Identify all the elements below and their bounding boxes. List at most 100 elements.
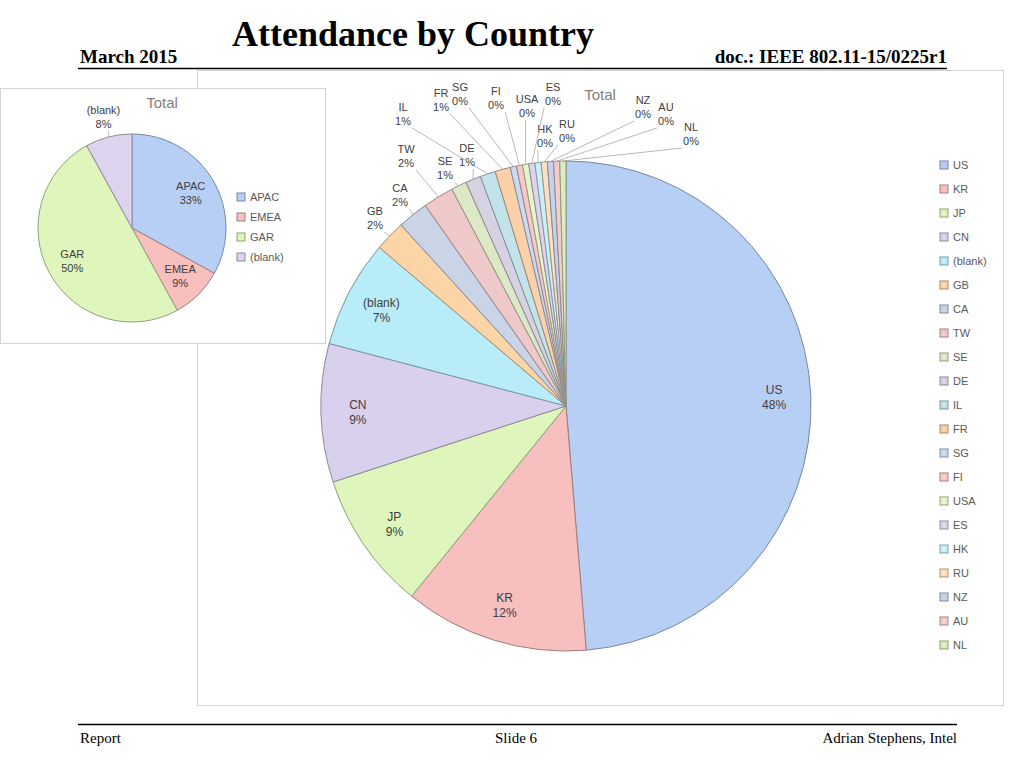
pie-slice — [560, 161, 566, 406]
footer-slide-number: Slide 6 — [495, 730, 538, 746]
plot-area — [321, 161, 811, 651]
legend-swatch — [940, 377, 948, 385]
leader-line — [108, 131, 109, 137]
leader-line — [416, 170, 438, 197]
legend: USKRJPCN(blank)GBCATWSEDEILFRSGFIUSAESHK… — [940, 159, 987, 651]
chart-title: Total — [146, 94, 178, 111]
legend-swatch — [940, 425, 948, 433]
legend-label: HK — [953, 543, 969, 555]
legend-swatch — [940, 521, 948, 529]
legend-swatch — [940, 161, 948, 169]
pie-slice — [541, 162, 566, 406]
data-label-name: NZ — [636, 94, 651, 106]
legend-label: GB — [953, 279, 969, 291]
data-label-name: FI — [491, 85, 501, 97]
data-label-name: IL — [398, 101, 407, 113]
data-label-value: 8% — [96, 118, 112, 130]
legend-label: US — [953, 159, 968, 171]
data-label-name: SE — [438, 155, 453, 167]
leader-line — [563, 148, 682, 161]
legend-swatch — [940, 353, 948, 361]
header-doc: doc.: IEEE 802.11-15/0225r1 — [715, 46, 947, 67]
legend-label: CN — [953, 231, 969, 243]
legend-label: APAC — [250, 191, 279, 203]
leader-line — [537, 150, 538, 163]
data-label-name: NL — [684, 121, 698, 133]
legend-label: NZ — [953, 591, 968, 603]
data-label-name: ES — [546, 81, 561, 93]
data-label-name: EMEA — [165, 263, 197, 275]
legend-swatch — [940, 449, 948, 457]
leader-line — [454, 182, 459, 186]
data-label-value: 2% — [392, 196, 408, 208]
data-label-value: 1% — [395, 115, 411, 127]
data-label-name: APAC — [176, 180, 205, 192]
background — [0, 0, 1024, 768]
leader-line — [473, 169, 474, 179]
legend-label: FI — [953, 471, 963, 483]
data-label-value: 7% — [373, 311, 391, 325]
legend-label: EMEA — [250, 211, 282, 223]
slide: March 2015doc.: IEEE 802.11-15/0225r1Rep… — [0, 0, 1024, 768]
legend-swatch — [940, 617, 948, 625]
legend-label: IL — [953, 399, 962, 411]
leader-line — [409, 209, 413, 215]
legend-swatch — [940, 281, 948, 289]
pie-slice — [547, 161, 566, 406]
data-label-value: 33% — [180, 194, 202, 206]
legend-swatch — [940, 233, 948, 241]
legend-label: (blank) — [250, 251, 284, 263]
legend-label: KR — [953, 183, 968, 195]
legend-label: AU — [953, 615, 968, 627]
data-label-value: 0% — [537, 137, 553, 149]
pie-slice — [554, 161, 566, 406]
chart-frame — [1, 89, 326, 344]
data-label-name: RU — [559, 118, 575, 130]
legend-swatch — [940, 497, 948, 505]
pie-slice — [87, 134, 132, 228]
data-label-name: KR — [496, 591, 513, 605]
header-date: March 2015 — [80, 46, 177, 67]
legend-label: (blank) — [953, 255, 987, 267]
data-label-name: FR — [434, 87, 449, 99]
data-label-value: 2% — [367, 219, 383, 231]
pie — [38, 134, 226, 322]
leader-line — [550, 121, 634, 161]
data-label-value: 0% — [658, 115, 674, 127]
data-label-name: CN — [349, 398, 366, 412]
legend-swatch — [940, 545, 948, 553]
data-label-name: GAR — [60, 248, 84, 260]
data-label-name: TW — [397, 143, 415, 155]
legend-swatch — [237, 253, 245, 261]
pie — [321, 161, 811, 651]
data-label-value: 50% — [61, 262, 83, 274]
legend-swatch — [940, 641, 948, 649]
chart-title: Total — [584, 86, 616, 103]
data-label-name: SG — [452, 81, 468, 93]
data-label-name: CA — [392, 182, 408, 194]
legend-swatch — [940, 305, 948, 313]
plot-area — [38, 134, 226, 322]
page: March 2015doc.: IEEE 802.11-15/0225r1Rep… — [0, 0, 1024, 768]
leader-line — [532, 108, 544, 163]
legend-swatch — [940, 593, 948, 601]
data-label-value: 0% — [635, 108, 651, 120]
leader-lines — [108, 131, 109, 137]
chart-panel: Total APAC 33% EMEA 9% GAR 50% (blank) 8% APAC EME… — [1, 89, 326, 344]
data-label-value: 9% — [172, 277, 188, 289]
legend-swatch — [237, 213, 245, 221]
data-label-name: US — [766, 383, 783, 397]
data-label-name: (blank) — [363, 296, 400, 310]
legend-label: TW — [953, 327, 971, 339]
legend-swatch — [940, 569, 948, 577]
legend-swatch — [237, 233, 245, 241]
leader-line — [505, 112, 519, 165]
pie-slice — [566, 161, 811, 650]
data-label-value: 1% — [433, 101, 449, 113]
legend-swatch — [940, 473, 948, 481]
data-label-value: 2% — [398, 157, 414, 169]
data-labels: APAC33%EMEA9%GAR50%(blank)8% — [60, 104, 205, 289]
data-label-name: GB — [367, 205, 383, 217]
data-label-value: 48% — [762, 398, 786, 412]
data-label-value: 0% — [545, 95, 561, 107]
